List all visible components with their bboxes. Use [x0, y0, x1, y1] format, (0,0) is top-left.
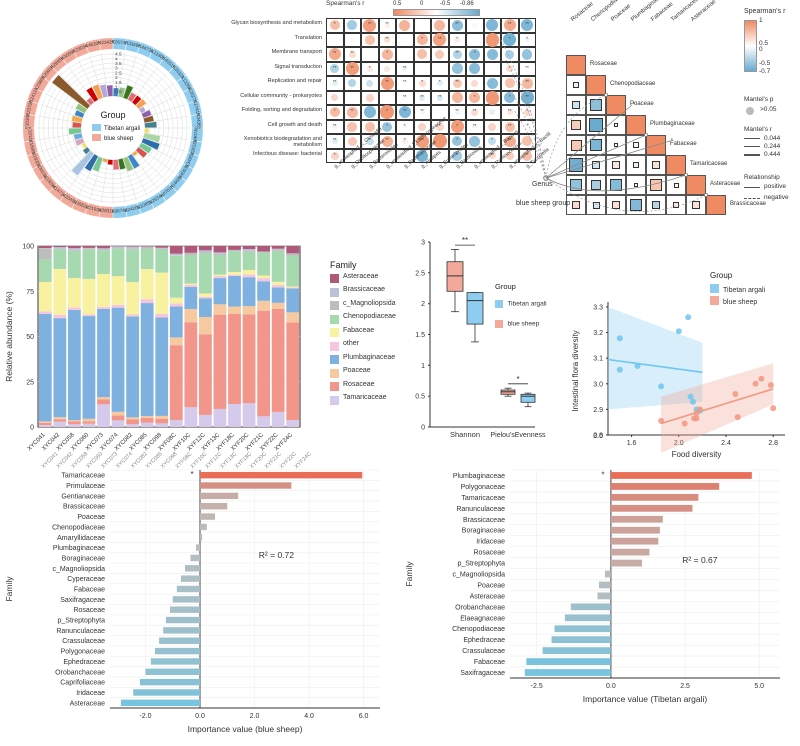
svg-text:3.2: 3.2: [593, 330, 603, 337]
svg-text:Gentianaceae: Gentianaceae: [61, 493, 105, 500]
svg-text:4.0: 4.0: [304, 713, 314, 720]
svg-text:**: **: [462, 236, 468, 245]
svg-text:4.5: 4.5: [115, 52, 122, 58]
svg-text:1.5: 1.5: [415, 332, 425, 339]
svg-text:Ranunculaceae: Ranunculaceae: [456, 506, 505, 513]
svg-text:Fabaceae: Fabaceae: [474, 659, 505, 666]
svg-text:Asteraceae: Asteraceae: [70, 700, 106, 707]
svg-text:Saxifragaceae: Saxifragaceae: [60, 597, 105, 604]
svg-text:75: 75: [26, 289, 34, 296]
svg-text:3.3: 3.3: [593, 305, 603, 312]
svg-text:0: 0: [30, 425, 34, 432]
svg-text:Boraginaceae: Boraginaceae: [62, 555, 105, 562]
svg-text:R² = 0.72: R² = 0.72: [259, 550, 294, 560]
svg-text:Tamaricaceae: Tamaricaceae: [61, 473, 105, 480]
svg-text:Iridaceae: Iridaceae: [76, 690, 105, 697]
svg-text:Saxifragaceae: Saxifragaceae: [460, 670, 505, 677]
svg-text:2.5: 2.5: [415, 270, 425, 277]
svg-text:Poaceae: Poaceae: [77, 514, 105, 521]
svg-text:3: 3: [421, 240, 425, 247]
svg-text:-2.0: -2.0: [139, 713, 151, 720]
svg-text:2.5: 2.5: [680, 683, 690, 690]
svg-text:Asteraceae: Asteraceae: [470, 593, 506, 600]
svg-text:Cyperaceae: Cyperaceae: [67, 576, 105, 583]
svg-text:R² = 0.67: R² = 0.67: [682, 555, 717, 565]
svg-text:Chenopodiaceae: Chenopodiaceae: [52, 524, 105, 531]
svg-text:Food diversity: Food diversity: [672, 450, 722, 459]
svg-text:0.0: 0.0: [606, 683, 616, 690]
svg-text:Rosaceae: Rosaceae: [473, 550, 505, 557]
svg-text:Polygonaceae: Polygonaceae: [61, 649, 105, 656]
svg-text:blue sheep: blue sheep: [723, 299, 757, 306]
svg-text:Group: Group: [710, 271, 733, 280]
svg-text:p_Streptophyta: p_Streptophyta: [58, 618, 106, 625]
svg-text:Primulaceae: Primulaceae: [66, 483, 105, 490]
svg-text:Crassulaceae: Crassulaceae: [62, 638, 105, 645]
svg-text:p_Streptophyta: p_Streptophyta: [458, 561, 506, 568]
svg-text:Group: Group: [100, 110, 125, 120]
svg-text:Poaceae: Poaceae: [477, 582, 505, 589]
svg-text:1.6: 1.6: [627, 440, 637, 447]
svg-text:0.0: 0.0: [593, 433, 603, 440]
svg-text:50: 50: [26, 334, 34, 341]
svg-text:Pielou'sEvenness: Pielou'sEvenness: [490, 432, 546, 439]
svg-text:Importance value (Tibetan arga: Importance value (Tibetan argali): [583, 694, 708, 704]
svg-text:blue sheep: blue sheep: [104, 136, 134, 142]
svg-text:Rosaceae: Rosaceae: [73, 607, 105, 614]
svg-text:Tibetan argali: Tibetan argali: [104, 126, 140, 132]
svg-text:Ranunculaceae: Ranunculaceae: [56, 628, 105, 635]
svg-text:Intestinal flora diversity: Intestinal flora diversity: [571, 330, 580, 411]
svg-text:Elaeagnaceae: Elaeagnaceae: [460, 615, 505, 622]
svg-text:Tibetan argali: Tibetan argali: [723, 287, 766, 294]
svg-text:Brassicaceae: Brassicaceae: [63, 504, 105, 511]
svg-text:3.1: 3.1: [593, 356, 603, 363]
svg-text:Family: Family: [4, 576, 14, 602]
svg-text:6.0: 6.0: [359, 713, 369, 720]
svg-text:Orobanchaceae: Orobanchaceae: [55, 669, 105, 676]
svg-text:0.5: 0.5: [415, 394, 425, 401]
svg-text:*: *: [516, 375, 519, 384]
svg-text:2.9: 2.9: [593, 407, 603, 414]
svg-text:Amaryllidaceae: Amaryllidaceae: [57, 535, 105, 542]
svg-text:c_Magnoliopsida: c_Magnoliopsida: [52, 566, 105, 573]
svg-text:Importance value (blue sheep): Importance value (blue sheep): [188, 724, 303, 734]
svg-text:Ephedraceae: Ephedraceae: [63, 659, 105, 666]
svg-text:*: *: [190, 470, 193, 479]
svg-text:0: 0: [421, 425, 425, 432]
svg-text:Boraginaceae: Boraginaceae: [462, 528, 505, 535]
svg-text:2.0: 2.0: [250, 713, 260, 720]
svg-text:-2.5: -2.5: [531, 683, 543, 690]
svg-text:Orobanchaceae: Orobanchaceae: [455, 604, 505, 611]
svg-text:3.0: 3.0: [593, 381, 603, 388]
svg-text:1: 1: [421, 363, 425, 370]
svg-text:2: 2: [421, 301, 425, 308]
svg-text:Chenopodiaceae: Chenopodiaceae: [452, 626, 505, 633]
svg-text:Fabaceae: Fabaceae: [74, 587, 105, 594]
svg-text:Caprifoliaceae: Caprifoliaceae: [60, 680, 105, 687]
svg-text:5.0: 5.0: [754, 683, 764, 690]
svg-text:25: 25: [26, 379, 34, 386]
svg-text:Plumbaginaceae: Plumbaginaceae: [453, 473, 505, 480]
svg-text:c_Magnoliopsida: c_Magnoliopsida: [452, 572, 505, 579]
svg-text:100: 100: [22, 244, 34, 251]
svg-text:0.0: 0.0: [195, 713, 205, 720]
svg-text:Polygonaceae: Polygonaceae: [461, 484, 505, 491]
svg-text:Ephedraceae: Ephedraceae: [463, 637, 505, 644]
svg-text:Iridaceae: Iridaceae: [476, 539, 505, 546]
svg-text:⋆: ⋆: [670, 137, 674, 143]
svg-text:2.4: 2.4: [721, 440, 731, 447]
svg-text:*: *: [601, 471, 604, 480]
svg-text:Tamaricaceae: Tamaricaceae: [461, 495, 505, 502]
svg-text:Shannon: Shannon: [450, 430, 480, 439]
svg-text:Relative abundance (%): Relative abundance (%): [4, 291, 14, 382]
svg-text:Brassicaceae: Brassicaceae: [463, 517, 505, 524]
svg-text:2.8: 2.8: [768, 440, 778, 447]
svg-text:Family: Family: [404, 561, 414, 587]
svg-text:Crassulaceae: Crassulaceae: [462, 648, 505, 655]
svg-text:Plumbaginaceae: Plumbaginaceae: [53, 545, 105, 552]
svg-text:⋆: ⋆: [632, 101, 636, 107]
